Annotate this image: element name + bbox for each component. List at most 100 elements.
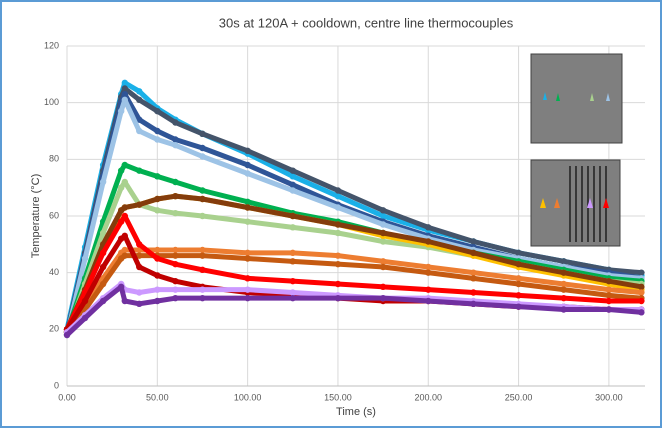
data-point xyxy=(121,204,128,211)
data-point xyxy=(117,167,125,174)
data-point xyxy=(470,269,477,276)
data-point xyxy=(99,297,107,305)
data-point xyxy=(334,204,342,211)
x-tick-label: 50.00 xyxy=(146,392,169,402)
data-point xyxy=(289,289,296,296)
data-point xyxy=(199,246,206,254)
data-point xyxy=(379,294,387,302)
x-axis-label: Time (s) xyxy=(336,406,376,418)
data-point xyxy=(136,127,143,135)
data-point xyxy=(638,269,645,276)
data-point xyxy=(172,141,179,149)
data-point xyxy=(136,167,143,174)
data-point xyxy=(199,153,206,160)
data-point xyxy=(154,195,161,203)
data-point xyxy=(470,289,477,296)
data-point xyxy=(172,136,179,143)
data-point xyxy=(638,297,645,305)
data-point xyxy=(99,178,107,186)
data-point xyxy=(289,224,296,231)
data-point xyxy=(289,173,296,180)
wires xyxy=(569,166,607,242)
data-point xyxy=(154,207,161,214)
data-point xyxy=(136,116,143,123)
data-point xyxy=(121,212,128,220)
data-point xyxy=(560,306,567,313)
data-point xyxy=(121,161,128,169)
data-point xyxy=(99,280,107,288)
data-point xyxy=(379,207,387,214)
data-point xyxy=(172,260,179,268)
data-point xyxy=(154,286,161,293)
data-point xyxy=(379,283,387,291)
data-point xyxy=(117,184,125,191)
data-point xyxy=(560,294,567,302)
data-point xyxy=(425,286,432,293)
data-point xyxy=(81,314,89,322)
data-point xyxy=(638,283,645,291)
data-point xyxy=(425,238,432,245)
data-point xyxy=(81,297,89,305)
plot-area: 0 20 40 60 80 100 120 0.00 50.00 100.00 150.00 200.… xyxy=(44,40,645,402)
data-point xyxy=(334,260,342,268)
data-point xyxy=(199,286,206,293)
data-point xyxy=(379,229,387,237)
x-tick-label: 200.00 xyxy=(414,392,442,402)
data-point xyxy=(379,212,387,220)
icon xyxy=(603,198,609,208)
x-tick-label: 300.00 xyxy=(595,392,623,402)
data-point xyxy=(289,181,296,189)
data-point xyxy=(244,170,251,177)
data-point xyxy=(136,252,143,259)
data-point xyxy=(121,90,128,98)
data-point xyxy=(334,229,342,237)
data-point xyxy=(515,280,522,288)
data-point xyxy=(136,289,143,296)
chart-title: 30s at 120A + cooldown, centre line ther… xyxy=(219,15,514,30)
data-point xyxy=(425,263,432,271)
data-point xyxy=(199,130,206,138)
icon xyxy=(587,198,593,208)
data-point xyxy=(425,224,432,231)
data-point xyxy=(605,297,613,305)
data-point xyxy=(199,252,206,259)
data-point xyxy=(244,204,251,211)
data-point xyxy=(199,294,206,302)
y-tick-label: 80 xyxy=(49,154,59,164)
icon xyxy=(590,93,594,101)
data-point xyxy=(638,289,645,296)
data-point xyxy=(560,269,567,276)
data-point xyxy=(99,249,107,257)
data-point xyxy=(172,252,179,259)
data-point xyxy=(515,292,522,299)
data-point xyxy=(470,249,477,257)
icon xyxy=(606,93,610,101)
inset-bottom xyxy=(530,159,621,247)
y-tick-label: 20 xyxy=(49,324,59,334)
data-point xyxy=(121,96,128,104)
data-point xyxy=(154,272,161,279)
data-point xyxy=(289,167,296,174)
data-point xyxy=(154,297,161,305)
data-point xyxy=(121,178,128,186)
data-point xyxy=(379,263,387,271)
data-point xyxy=(244,286,251,293)
y-tick-label: 120 xyxy=(44,40,59,50)
data-point xyxy=(289,249,296,257)
data-point xyxy=(470,300,477,308)
data-point xyxy=(117,107,125,115)
data-point xyxy=(560,286,567,293)
data-point xyxy=(172,192,179,200)
data-point xyxy=(334,192,342,200)
data-point xyxy=(244,255,251,262)
icon xyxy=(540,198,546,208)
x-tick-label: 150.00 xyxy=(324,392,352,402)
data-point xyxy=(289,187,296,194)
data-point xyxy=(172,294,179,302)
data-point xyxy=(136,263,143,271)
data-point xyxy=(289,258,296,265)
data-point xyxy=(244,294,251,302)
x-tick-label: 0.00 xyxy=(58,392,76,402)
data-point xyxy=(121,252,128,259)
data-point xyxy=(121,246,128,254)
